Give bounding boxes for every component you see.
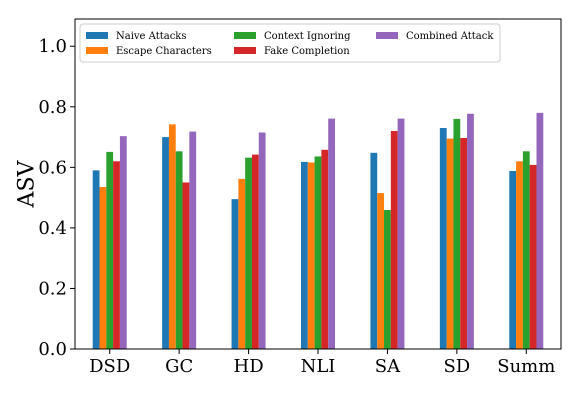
bar-combined-attack-sa: [397, 118, 405, 350]
bar-combined-attack-gc: [189, 131, 197, 349]
bar-fake-completion-sd: [460, 137, 468, 349]
bar-context-ignoring-summ: [522, 151, 530, 349]
y-tick-label: 0.2: [38, 278, 67, 299]
legend-swatch: [234, 47, 256, 54]
bar-escape-characters-gc: [168, 124, 176, 350]
bar-naive-attacks-summ: [509, 170, 517, 349]
x-tick-label: NLI: [301, 356, 336, 377]
bar-combined-attack-sd: [467, 113, 474, 349]
bar-fake-completion-hd: [251, 154, 259, 349]
legend-entry: Naive Attacks: [116, 31, 187, 42]
bar-combined-attack-summ: [536, 112, 544, 349]
legend-swatch: [86, 47, 108, 54]
bar-combined-attack-dsd: [119, 136, 127, 349]
legend-swatch: [376, 32, 398, 39]
bar-context-ignoring-sd: [453, 118, 461, 349]
x-tick-label: SD: [443, 356, 470, 377]
x-tick-label: DSD: [89, 356, 130, 377]
bar-combined-attack-hd: [258, 132, 266, 349]
x-tick-label: SA: [375, 356, 401, 377]
bar-naive-attacks-sd: [439, 127, 447, 350]
x-tick-label: GC: [165, 356, 193, 377]
bar-escape-characters-summ: [516, 161, 523, 349]
bar-escape-characters-hd: [238, 178, 246, 349]
plot-frame: [74, 18, 562, 350]
y-tick-label: 0.4: [38, 218, 67, 239]
bar-naive-attacks-hd: [231, 199, 239, 349]
x-axis: DSD GC HD NLI SA SD Summ: [89, 349, 555, 377]
y-tick-label: 0.0: [38, 339, 67, 360]
legend-entry: Fake Completion: [264, 46, 350, 57]
legend-entry: Combined Attack: [406, 31, 494, 42]
bar-escape-characters-nli: [307, 162, 315, 349]
y-tick-label: 1.0: [38, 36, 67, 57]
bars: [92, 112, 544, 350]
bar-fake-completion-dsd: [113, 161, 120, 349]
bar-escape-characters-sd: [446, 138, 454, 349]
y-axis: 0.0 0.2 0.4 0.6 0.8 1.0: [38, 36, 75, 360]
bar-fake-completion-summ: [529, 164, 537, 349]
bar-context-ignoring-dsd: [106, 151, 114, 349]
bar-naive-attacks-gc: [162, 137, 169, 349]
bar-fake-completion-nli: [321, 149, 329, 349]
legend-swatch: [86, 32, 108, 39]
legend: Naive Attacks Escape Characters Context Ig…: [79, 23, 501, 63]
bar-naive-attacks-nli: [301, 161, 308, 349]
legend-entry: Escape Characters: [116, 46, 212, 57]
bar-naive-attacks-dsd: [92, 170, 100, 349]
bar-context-ignoring-gc: [175, 151, 183, 349]
bar-context-ignoring-nli: [314, 156, 322, 349]
bar-context-ignoring-sa: [384, 210, 391, 349]
bar-naive-attacks-sa: [370, 152, 378, 349]
x-tick-label: HD: [234, 356, 264, 377]
bar-fake-completion-sa: [390, 131, 398, 349]
legend-entry: Context Ignoring: [264, 31, 351, 42]
x-tick-label: Summ: [497, 356, 555, 377]
bar-combined-attack-nli: [328, 118, 335, 350]
bar-escape-characters-dsd: [99, 187, 107, 349]
y-tick-label: 0.8: [38, 97, 67, 118]
bar-fake-completion-gc: [182, 182, 190, 349]
bar-escape-characters-sa: [377, 193, 385, 349]
legend-swatch: [234, 32, 256, 39]
bar-context-ignoring-hd: [245, 157, 252, 349]
y-tick-label: 0.6: [38, 157, 67, 178]
y-axis-label: ASV: [15, 159, 40, 208]
